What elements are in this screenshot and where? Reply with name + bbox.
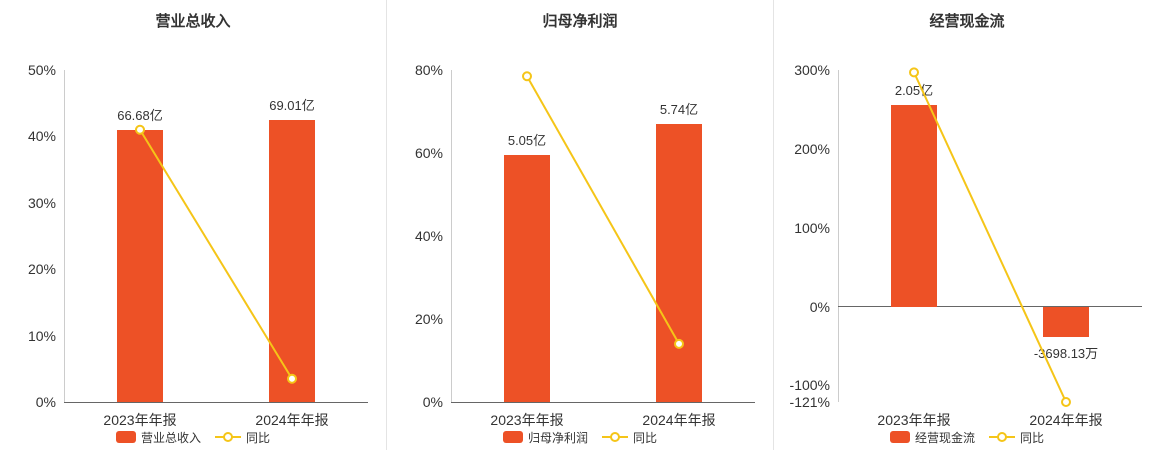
legend-bar-series-label: 营业总收入 xyxy=(140,430,201,445)
x-category-label: 2023年年报 xyxy=(877,412,951,428)
bar xyxy=(504,155,550,402)
bar xyxy=(117,129,163,402)
y-tick-label: 100% xyxy=(794,219,830,236)
bar-value-label: 5.05亿 xyxy=(507,133,547,149)
legend-bar-series-label: 经营现金流 xyxy=(914,430,975,445)
zero-axis-line xyxy=(451,401,755,403)
y-axis-line xyxy=(838,70,839,402)
x-category-label: 2024年年报 xyxy=(255,412,329,428)
plot-area: 0% 10% 20% 30% 40% 50% 66.68亿 69.01亿 2023年年报 2024… xyxy=(28,62,368,428)
y-tick-label: 40% xyxy=(27,128,56,145)
y-tick-label: 20% xyxy=(27,261,56,278)
y-tick-label: 200% xyxy=(794,140,830,157)
plot-area: 300% 200% 100% 0% -100% -121% 2.05亿 -3698.13万 20… xyxy=(790,62,1142,428)
y-tick-label: 0% xyxy=(422,394,443,410)
legend-line-icon xyxy=(989,432,1015,442)
y-tick-label: 20% xyxy=(414,311,443,327)
x-category-label: 2024年年报 xyxy=(642,412,716,428)
legend-bar-swatch xyxy=(115,431,136,443)
x-category-label: 2024年年报 xyxy=(1029,412,1103,428)
zero-axis-line xyxy=(64,401,368,403)
y-tick-label: 10% xyxy=(27,327,56,344)
bar-value-label: 66.68亿 xyxy=(117,107,163,123)
bar-value-label: 69.01亿 xyxy=(269,97,315,113)
chart-title: 归母净利润 xyxy=(542,13,618,30)
y-tick-label: 0% xyxy=(809,298,830,315)
y-tick-label: 60% xyxy=(414,145,443,161)
chart-panel-total-revenue: 营业总收入 0% 10% 20% 30% 40% 50% 66.68亿 69.01亿 2023年… xyxy=(0,0,386,450)
bar-value-label: 5.74亿 xyxy=(659,101,699,117)
legend-line-series-label: 同比 xyxy=(246,430,271,445)
chart-panel-operating-cash-flow: 经营现金流 300% 200% 100% 0% -100% -121% 2.05亿 -3698… xyxy=(773,0,1160,450)
chart-panel-net-profit: 归母净利润 0% 20% 40% 60% 80% 5.05亿 5.74亿 2023年年报 202… xyxy=(386,0,773,450)
legend-bar-swatch xyxy=(502,431,523,443)
y-tick-label: 30% xyxy=(27,194,56,211)
yoy-line-chart xyxy=(135,124,297,384)
y-tick-label: -100% xyxy=(789,377,830,394)
y-tick-label: 50% xyxy=(27,62,56,78)
y-axis-line xyxy=(451,70,452,402)
legend-line-icon xyxy=(215,432,241,442)
legend: 营业总收入 同比 xyxy=(0,429,386,445)
x-category-label: 2023年年报 xyxy=(490,412,564,428)
bar xyxy=(891,105,937,307)
legend-line-series-label: 同比 xyxy=(633,430,658,445)
y-tick-label: -121% xyxy=(789,394,830,410)
legend: 归母净利润 同比 xyxy=(387,429,773,445)
legend-line-series-label: 同比 xyxy=(1020,430,1045,445)
bar xyxy=(656,123,702,402)
chart-title: 经营现金流 xyxy=(929,13,1005,30)
yoy-line-chart xyxy=(522,71,684,349)
y-tick-label: 80% xyxy=(414,62,443,78)
legend: 经营现金流 同比 xyxy=(774,429,1160,445)
legend-line-icon xyxy=(602,432,628,442)
bar xyxy=(1043,306,1089,337)
bar-value-label: -3698.13万 xyxy=(1033,345,1099,361)
y-tick-label: 300% xyxy=(794,62,830,78)
legend-bar-swatch xyxy=(889,431,910,443)
y-tick-label: 0% xyxy=(35,394,56,410)
x-category-label: 2023年年报 xyxy=(103,412,177,428)
zero-axis-line xyxy=(838,306,1142,308)
y-axis-line xyxy=(64,70,65,402)
y-tick-label: 40% xyxy=(414,228,443,244)
legend-bar-series-label: 归母净利润 xyxy=(527,430,588,445)
plot-area: 0% 20% 40% 60% 80% 5.05亿 5.74亿 2023年年报 2024年年报 xyxy=(415,62,755,428)
yoy-line-chart xyxy=(909,67,1071,407)
chart-title: 营业总收入 xyxy=(155,13,231,30)
